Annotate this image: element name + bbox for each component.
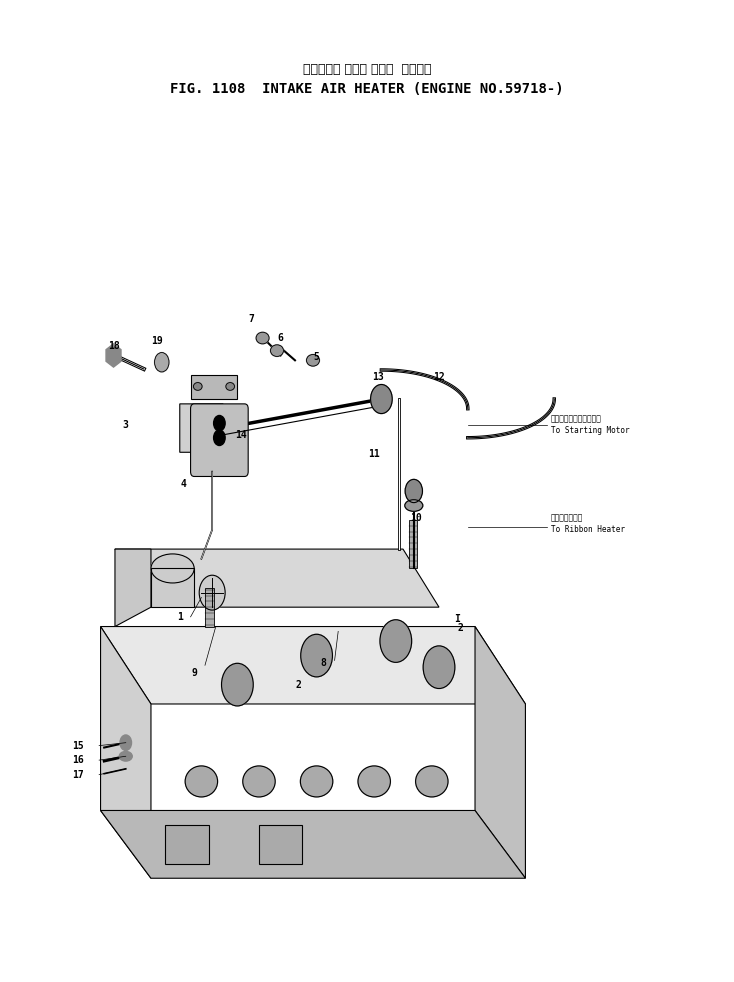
Ellipse shape: [151, 554, 195, 583]
Text: 1: 1: [177, 612, 183, 622]
Circle shape: [214, 430, 225, 446]
Polygon shape: [180, 404, 223, 453]
Text: 11: 11: [368, 449, 380, 460]
Ellipse shape: [194, 383, 202, 390]
Text: 10: 10: [410, 514, 422, 523]
Polygon shape: [475, 627, 526, 878]
Bar: [205, 588, 214, 627]
Text: 9: 9: [192, 668, 197, 678]
Text: To Ribbon Heater: To Ribbon Heater: [550, 525, 625, 534]
Text: 2: 2: [296, 680, 302, 689]
Polygon shape: [115, 549, 151, 627]
Text: 3: 3: [123, 420, 128, 430]
Text: 13: 13: [372, 372, 384, 382]
Ellipse shape: [120, 751, 132, 761]
Circle shape: [424, 646, 455, 688]
Circle shape: [155, 353, 169, 372]
Text: FIG. 1108  INTAKE AIR HEATER (ENGINE NO.59718-): FIG. 1108 INTAKE AIR HEATER (ENGINE NO.5…: [170, 82, 564, 96]
Ellipse shape: [226, 383, 234, 390]
Ellipse shape: [405, 500, 423, 512]
Bar: [165, 825, 208, 864]
Circle shape: [405, 479, 423, 503]
Ellipse shape: [307, 355, 319, 366]
Bar: [409, 520, 418, 569]
Text: 8: 8: [321, 658, 327, 669]
Bar: [259, 825, 302, 864]
Text: 15: 15: [72, 740, 84, 750]
Ellipse shape: [300, 766, 333, 797]
Text: 18: 18: [108, 341, 120, 351]
Text: リボンヒータへ: リボンヒータへ: [550, 514, 583, 522]
Polygon shape: [101, 810, 526, 878]
Bar: [151, 569, 195, 607]
Circle shape: [120, 735, 131, 750]
Text: 4: 4: [181, 479, 186, 489]
Ellipse shape: [185, 766, 217, 797]
Text: 17: 17: [72, 770, 84, 780]
Circle shape: [214, 415, 225, 431]
Text: 12: 12: [433, 372, 445, 382]
Circle shape: [380, 620, 412, 662]
Circle shape: [222, 663, 253, 706]
Text: インテーク エアー ヒータ  適用号機: インテーク エアー ヒータ 適用号機: [302, 64, 432, 77]
Polygon shape: [191, 375, 237, 399]
Polygon shape: [101, 627, 151, 878]
Text: 2: 2: [458, 624, 464, 633]
Text: 7: 7: [249, 313, 255, 324]
Text: 19: 19: [151, 336, 163, 346]
Ellipse shape: [256, 332, 269, 344]
Ellipse shape: [243, 766, 275, 797]
Circle shape: [199, 575, 225, 610]
Text: To Starting Motor: To Starting Motor: [550, 425, 629, 434]
Text: I: I: [454, 614, 460, 624]
Text: 6: 6: [277, 333, 283, 343]
Text: 16: 16: [72, 755, 84, 765]
Text: スターティングモータへ: スターティングモータへ: [550, 413, 601, 423]
Circle shape: [371, 385, 392, 413]
Text: 14: 14: [235, 430, 247, 440]
Ellipse shape: [358, 766, 390, 797]
Polygon shape: [101, 627, 526, 704]
Polygon shape: [115, 549, 439, 607]
Circle shape: [301, 634, 333, 677]
Ellipse shape: [415, 766, 448, 797]
FancyBboxPatch shape: [191, 404, 248, 476]
Text: 5: 5: [313, 353, 319, 362]
Ellipse shape: [271, 345, 283, 356]
